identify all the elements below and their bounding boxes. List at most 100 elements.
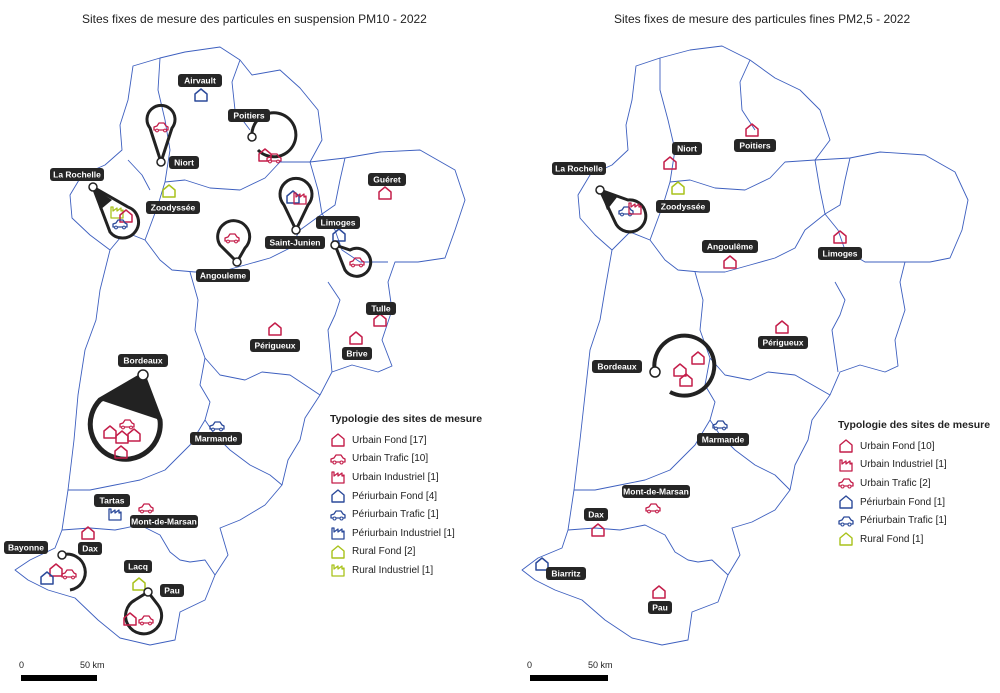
svg-text:Bayonne: Bayonne <box>8 543 44 553</box>
legend-item: Périurbain Fond [1] <box>838 493 990 512</box>
right-scale-start: 0 <box>527 660 533 670</box>
right-city-labels: Niort Poitiers La Rochelle Zoodyssée Ang… <box>546 139 862 614</box>
svg-text:Limoges: Limoges <box>823 249 858 259</box>
svg-text:La Rochelle: La Rochelle <box>555 164 603 174</box>
house-icon <box>331 545 345 559</box>
svg-text:Lacq: Lacq <box>128 562 148 572</box>
factory-icon <box>331 527 345 540</box>
label-limoges: Limoges <box>316 216 360 229</box>
car-icon <box>330 510 346 521</box>
svg-text:Saint-Junien: Saint-Junien <box>269 238 320 248</box>
right-legend-title: Typologie des sites de mesure <box>838 419 991 431</box>
house-icon <box>839 495 853 509</box>
svg-text:Tulle: Tulle <box>371 304 390 314</box>
label-niort: Niort <box>169 156 199 169</box>
svg-text:Brive: Brive <box>346 349 368 359</box>
svg-text:Angouleme: Angouleme <box>200 271 247 281</box>
left-legend-title: Typologie des sites de mesure <box>330 413 483 425</box>
label-bordeaux: Bordeaux <box>118 354 168 367</box>
svg-text:Mont-de-Marsan: Mont-de-Marsan <box>131 517 197 527</box>
svg-text:Pau: Pau <box>164 586 180 596</box>
left-city-labels: Airvault Poitiers Niort La Rochelle Zood… <box>4 74 406 597</box>
legend-item-label: Urbain Fond [10] <box>860 440 935 452</box>
house-icon <box>839 532 853 546</box>
bordeaux-callout-tip <box>100 375 160 420</box>
svg-text:Dax: Dax <box>588 510 604 520</box>
legend-item: Urbain Trafic [10] <box>330 450 482 469</box>
la-rochelle-callout-tip <box>93 187 112 210</box>
svg-text:Poitiers: Poitiers <box>739 141 770 151</box>
svg-text:Niort: Niort <box>677 144 697 154</box>
saint-junien-callout <box>278 176 314 234</box>
legend-item: Urbain Industriel [1] <box>330 468 482 487</box>
legend-item-label: Périurbain Fond [4] <box>352 490 438 502</box>
label-angouleme: Angouleme <box>196 269 250 282</box>
right-map-title: Sites fixes de mesure des particules fin… <box>614 12 911 26</box>
svg-text:Tartas: Tartas <box>100 496 125 506</box>
svg-text:Périgueux: Périgueux <box>762 338 803 348</box>
legend-item-label: Urbain Fond [17] <box>352 434 427 446</box>
label-mont-de-marsan: Mont-de-Marsan <box>622 485 690 498</box>
label-biarritz: Biarritz <box>546 567 586 580</box>
label-niort: Niort <box>672 142 702 155</box>
svg-text:Pau: Pau <box>652 603 668 613</box>
label-la-rochelle: La Rochelle <box>50 168 104 181</box>
angouleme-callout <box>216 219 252 265</box>
legend-item-label: Urbain Industriel [1] <box>352 471 439 483</box>
legend-item-label: Rural Industriel [1] <box>352 564 434 576</box>
legend-item-label: Périurbain Trafic [1] <box>352 509 439 521</box>
label-pau: Pau <box>160 584 184 597</box>
legend-item: Urbain Trafic [2] <box>838 474 990 493</box>
label-marmande: Marmande <box>190 432 242 445</box>
left-scale-bar <box>21 675 97 681</box>
label-airvault: Airvault <box>178 74 222 87</box>
svg-text:Périgueux: Périgueux <box>254 341 295 351</box>
label-saint-junien: Saint-Junien <box>265 236 325 249</box>
svg-text:Airvault: Airvault <box>184 76 216 86</box>
svg-text:Zoodyssée: Zoodyssée <box>661 202 706 212</box>
right-scale-end: 50 km <box>588 660 613 670</box>
label-limoges: Limoges <box>818 247 862 260</box>
label-bayonne: Bayonne <box>4 541 48 554</box>
left-map-markers <box>40 88 392 636</box>
label-poitiers: Poitiers <box>228 109 270 122</box>
svg-text:Biarritz: Biarritz <box>551 569 580 579</box>
legend-item-label: Périurbain Trafic [1] <box>860 515 947 527</box>
label-mont-de-marsan: Mont-de-Marsan <box>130 515 198 528</box>
car-icon <box>838 516 854 527</box>
svg-text:Zoodyssée: Zoodyssée <box>151 203 196 213</box>
factory-icon <box>331 471 345 485</box>
svg-text:Guéret: Guéret <box>373 175 401 185</box>
right-legend: Typologie des sites de mesure Urbain Fon… <box>838 419 990 549</box>
label-zoodyssee: Zoodyssée <box>656 200 710 213</box>
legend-item: Périurbain Fond [4] <box>330 487 482 506</box>
factory-icon <box>331 564 345 578</box>
label-pau: Pau <box>648 601 672 614</box>
label-dax: Dax <box>584 508 608 521</box>
limoges-callout <box>332 242 373 278</box>
label-perigueux: Périgueux <box>250 339 300 352</box>
label-zoodyssee: Zoodyssée <box>146 201 200 214</box>
right-region-boundaries <box>521 45 969 646</box>
car-icon <box>330 454 346 465</box>
svg-text:Angoulême: Angoulême <box>707 242 754 252</box>
label-poitiers: Poitiers <box>734 139 776 152</box>
label-lacq: Lacq <box>124 560 152 573</box>
bordeaux-callout <box>87 371 163 462</box>
label-brive: Brive <box>342 347 372 360</box>
svg-text:Limoges: Limoges <box>321 218 356 228</box>
legend-item-label: Urbain Industriel [1] <box>860 459 947 471</box>
house-icon <box>331 489 345 503</box>
legend-item: Urbain Fond [10] <box>838 437 990 456</box>
left-legend: Typologie des sites de mesure Urbain Fon… <box>330 413 482 580</box>
left-map-title: Sites fixes de mesure des particules en … <box>82 12 427 26</box>
legend-item-label: Urbain Trafic [10] <box>352 453 429 465</box>
label-tartas: Tartas <box>94 494 130 507</box>
svg-text:Bordeaux: Bordeaux <box>597 362 636 372</box>
legend-item: Périurbain Trafic [1] <box>838 511 990 530</box>
niort-callout <box>145 103 177 167</box>
car-icon <box>838 478 854 489</box>
right-bordeaux-callout <box>652 333 717 398</box>
label-dax: Dax <box>78 542 102 555</box>
svg-text:Poitiers: Poitiers <box>233 111 264 121</box>
